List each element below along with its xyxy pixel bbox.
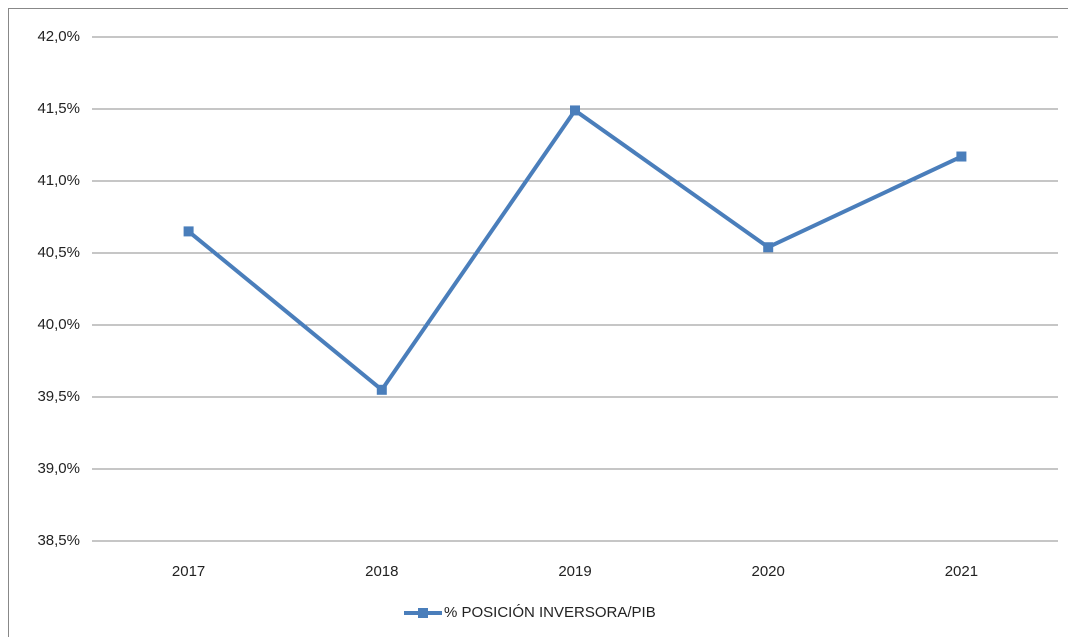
- x-tick-label: 2020: [752, 563, 785, 580]
- data-point: [376, 384, 387, 395]
- legend-marker: [418, 608, 428, 618]
- y-tick-label: 42,0%: [37, 28, 80, 45]
- legend-label: % POSICIÓN INVERSORA/PIB: [444, 604, 656, 621]
- data-point: [763, 242, 774, 253]
- y-tick-label: 40,5%: [37, 244, 80, 261]
- data-point: [956, 151, 967, 162]
- y-tick-label: 41,0%: [37, 172, 80, 189]
- x-tick-label: 2019: [558, 563, 591, 580]
- data-line: [187, 108, 963, 392]
- y-tick-label: 40,0%: [37, 316, 80, 333]
- y-tick-label: 39,5%: [37, 388, 80, 405]
- y-tick-label: 39,0%: [37, 460, 80, 477]
- data-point: [570, 105, 580, 116]
- x-tick-label: 2021: [945, 563, 978, 580]
- data-point: [183, 226, 194, 237]
- y-tick-label: 41,5%: [37, 100, 80, 117]
- x-tick-label: 2017: [172, 563, 205, 580]
- y-tick-label: 38,5%: [37, 532, 80, 549]
- x-tick-label: 2018: [365, 563, 398, 580]
- chart-frame: [8, 8, 1068, 637]
